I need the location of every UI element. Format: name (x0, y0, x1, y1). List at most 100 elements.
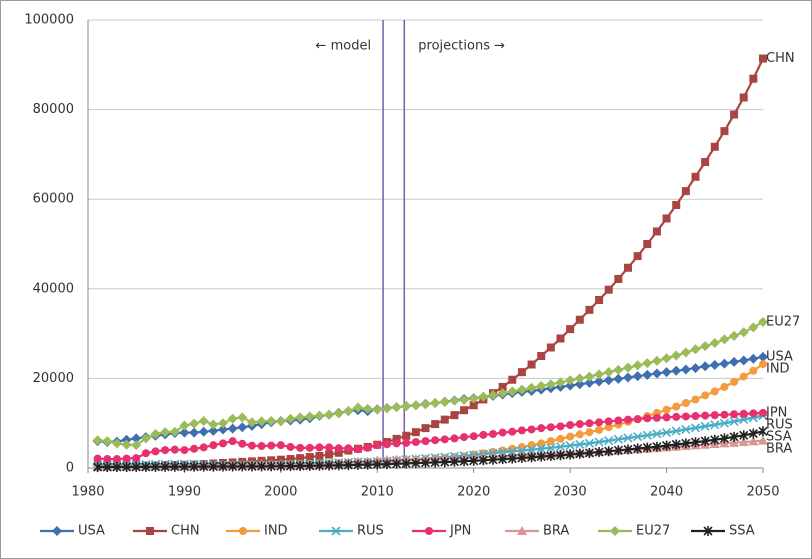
marker (759, 408, 767, 417)
marker (758, 435, 768, 445)
marker (402, 438, 411, 447)
legend-label: JPN (449, 524, 471, 539)
legend-marker (425, 527, 433, 535)
marker (614, 274, 623, 283)
marker (575, 448, 585, 459)
marker (604, 423, 613, 432)
legend-marker (52, 526, 62, 536)
marker (526, 382, 537, 393)
marker (372, 404, 383, 415)
marker (566, 432, 575, 441)
marker (141, 449, 150, 458)
series-line (97, 411, 764, 461)
series-end-label: USA (766, 349, 793, 364)
marker (334, 460, 344, 471)
marker (759, 360, 767, 369)
marker (603, 436, 614, 446)
marker (381, 403, 392, 414)
marker (632, 432, 643, 442)
marker (430, 398, 441, 409)
marker (758, 351, 768, 362)
marker (536, 444, 547, 454)
marker (594, 447, 604, 458)
marker (179, 427, 190, 438)
marker (180, 446, 189, 455)
marker (613, 445, 623, 456)
marker (652, 227, 661, 236)
x-tick-label: 2050 (746, 485, 779, 500)
marker (209, 441, 218, 450)
marker (575, 315, 584, 324)
marker (459, 394, 470, 405)
marker (729, 416, 740, 426)
marker (661, 353, 672, 364)
marker (450, 411, 459, 420)
marker (324, 460, 334, 471)
x-tick-label: 1980 (71, 485, 104, 500)
marker (169, 426, 180, 437)
marker (266, 461, 276, 472)
marker (739, 372, 748, 381)
marker (584, 447, 594, 458)
marker (179, 461, 189, 472)
marker (537, 439, 546, 448)
y-tick-label: 20000 (33, 371, 74, 386)
marker (691, 172, 700, 181)
legend-marker (517, 526, 527, 535)
marker (661, 367, 672, 378)
marker (574, 373, 585, 384)
legend-label: SSA (729, 524, 755, 539)
marker (595, 425, 604, 434)
marker (730, 410, 739, 419)
marker (729, 356, 740, 367)
marker (546, 423, 555, 432)
marker (575, 430, 584, 439)
marker (662, 214, 671, 223)
legend-marker (703, 526, 713, 536)
marker (690, 423, 701, 433)
marker (401, 401, 412, 412)
marker (111, 438, 122, 449)
marker (238, 439, 247, 448)
x-tick-label: 2030 (554, 485, 587, 500)
marker (150, 428, 161, 439)
y-tick-label: 100000 (24, 13, 74, 28)
marker (267, 441, 276, 450)
marker (730, 377, 739, 386)
marker (411, 458, 421, 469)
marker (585, 428, 594, 437)
marker (584, 377, 595, 388)
marker (566, 325, 575, 334)
marker (652, 441, 662, 452)
marker (680, 424, 691, 435)
marker (363, 443, 372, 452)
marker (150, 461, 161, 472)
marker (488, 389, 498, 400)
marker (468, 393, 479, 404)
marker (624, 415, 632, 424)
marker (701, 158, 710, 167)
marker (256, 416, 267, 427)
marker (469, 455, 479, 466)
marker (633, 415, 642, 424)
marker (739, 430, 749, 441)
marker (710, 387, 719, 396)
marker (170, 461, 180, 472)
series-end-label: CHN (766, 51, 795, 66)
marker (92, 435, 103, 446)
x-tick-label: 2040 (650, 485, 683, 500)
marker (411, 438, 420, 447)
series-end-label: JPN (765, 405, 787, 420)
marker (102, 436, 113, 447)
marker (585, 419, 594, 428)
marker (748, 322, 759, 333)
marker (382, 440, 391, 449)
marker (681, 438, 691, 449)
legend-label: USA (78, 524, 105, 539)
legend-label: EU27 (636, 524, 670, 539)
marker (507, 386, 518, 397)
marker (738, 415, 749, 425)
marker (546, 437, 555, 446)
marker (314, 410, 325, 421)
marker (325, 443, 334, 452)
